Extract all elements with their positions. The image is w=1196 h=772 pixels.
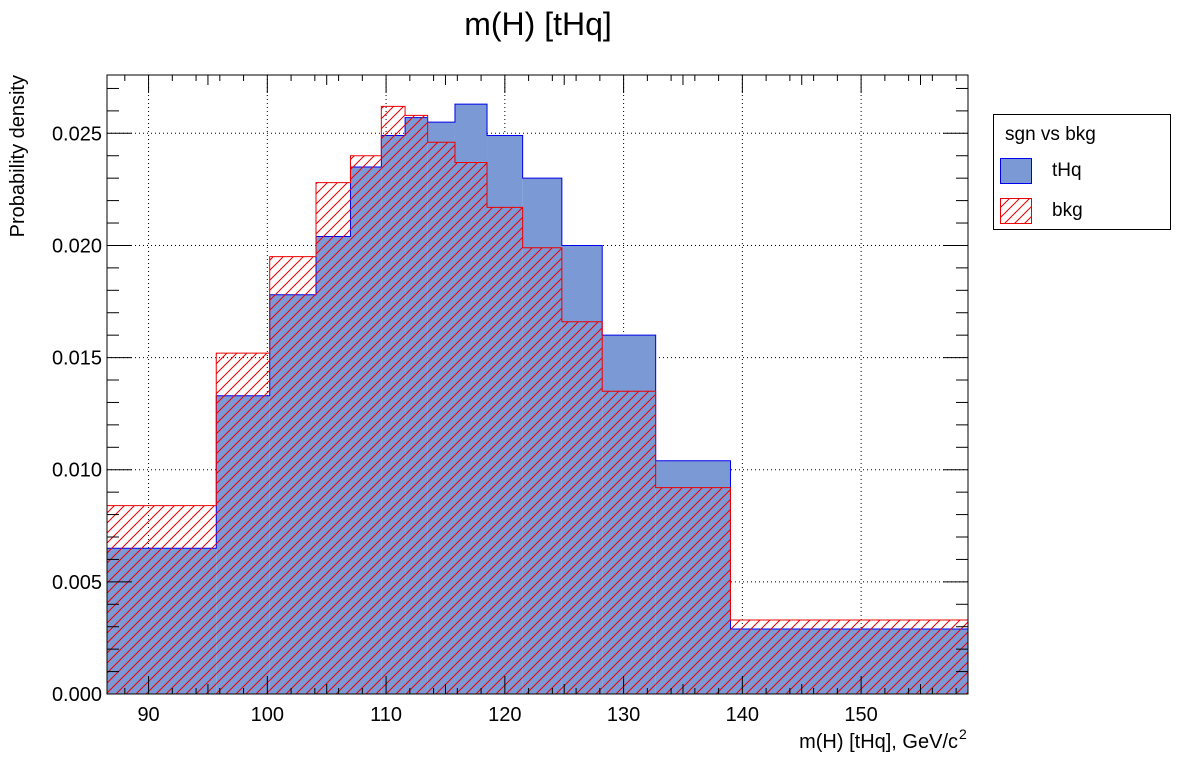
y-tick-label: 0.005 bbox=[52, 572, 102, 594]
bar-bkg bbox=[350, 155, 382, 694]
legend-label-bkg: bkg bbox=[1052, 200, 1083, 221]
x-tick-label: 100 bbox=[251, 704, 284, 726]
bar-bkg bbox=[487, 207, 523, 695]
y-tick-label: 0.000 bbox=[52, 684, 102, 706]
x-tick-label: 130 bbox=[607, 704, 640, 726]
bar-bkg bbox=[522, 247, 562, 695]
x-tick-label: 120 bbox=[488, 704, 521, 726]
legend-entry-bkg: bkg bbox=[1000, 197, 1160, 227]
y-tick-label: 0.025 bbox=[52, 123, 102, 145]
bar-bkg bbox=[602, 391, 656, 694]
y-tick-label: 0.015 bbox=[52, 348, 102, 370]
bar-bkg bbox=[730, 619, 968, 694]
histogram-bars bbox=[106, 103, 969, 695]
plot-frame bbox=[106, 74, 969, 695]
bar-bkg bbox=[405, 115, 428, 694]
axis-labels: 90 100 110 120 130 140 150 0.000 0.005 0.010 0.015… bbox=[7, 75, 967, 753]
x-axis-title: m(H) [tHq], GeV/c bbox=[799, 731, 958, 753]
legend-swatch-tHq bbox=[1000, 158, 1032, 184]
axes bbox=[106, 74, 969, 695]
legend-entry-tHq: tHq bbox=[1000, 157, 1160, 187]
x-tick-label: 90 bbox=[137, 704, 159, 726]
legend: sgn vs bkg tHq bkg bbox=[993, 114, 1171, 230]
chart-title: m(H) [tHq] bbox=[464, 6, 612, 42]
legend-swatch-bkg bbox=[1000, 198, 1032, 224]
y-tick-label: 0.010 bbox=[52, 460, 102, 482]
y-axis-title: Probability density bbox=[7, 75, 29, 237]
x-axis-title-superscript: 2 bbox=[959, 726, 967, 742]
x-tick-label: 150 bbox=[844, 704, 877, 726]
bar-bkg bbox=[107, 505, 217, 694]
bar-bkg bbox=[427, 142, 455, 695]
bar-bkg bbox=[316, 182, 351, 695]
x-tick-label: 140 bbox=[726, 704, 759, 726]
bar-bkg bbox=[269, 256, 317, 694]
y-tick-label: 0.020 bbox=[52, 235, 102, 257]
outline-bkg bbox=[106, 105, 969, 694]
legend-label-tHq: tHq bbox=[1052, 160, 1082, 181]
bar-bkg bbox=[381, 106, 406, 694]
bar-bkg bbox=[216, 353, 270, 694]
x-tick-label: 110 bbox=[370, 704, 402, 726]
bar-bkg bbox=[655, 487, 731, 694]
bar-bkg bbox=[561, 321, 603, 694]
bar-bkg bbox=[454, 162, 488, 694]
legend-header: sgn vs bkg bbox=[1005, 124, 1096, 145]
